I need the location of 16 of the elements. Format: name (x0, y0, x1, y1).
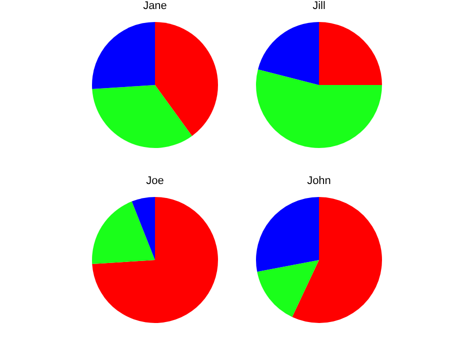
pie-slice (256, 69, 382, 148)
pie-slice (92, 197, 218, 323)
pie-slice (132, 197, 155, 260)
pie-slice (92, 85, 192, 148)
pie-slice (92, 201, 155, 264)
pie-slice (258, 22, 319, 85)
pie-slice (257, 260, 319, 318)
chart-title: Jill (312, 0, 326, 12)
pie-slice (155, 22, 218, 136)
chart-title: Joe (146, 175, 164, 187)
chart-title: John (307, 175, 331, 187)
chart-title: Jane (143, 0, 167, 12)
pie-slice (292, 197, 382, 323)
pie-slice (319, 22, 382, 85)
pie-slice (256, 197, 319, 272)
pie-slice (92, 22, 155, 89)
